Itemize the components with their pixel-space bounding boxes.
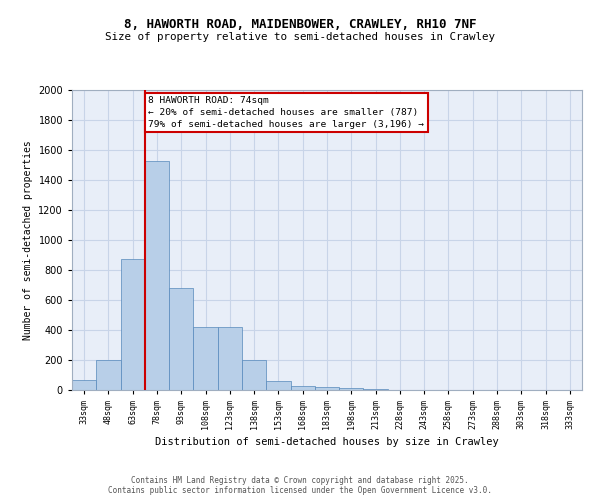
Text: 8 HAWORTH ROAD: 74sqm
← 20% of semi-detached houses are smaller (787)
79% of sem: 8 HAWORTH ROAD: 74sqm ← 20% of semi-deta… [149,96,425,128]
Bar [339,388,364,390]
Text: 8, HAWORTH ROAD, MAIDENBOWER, CRAWLEY, RH10 7NF: 8, HAWORTH ROAD, MAIDENBOWER, CRAWLEY, R… [124,18,476,30]
Bar [290,386,315,390]
Bar [169,288,193,390]
Bar [364,388,388,390]
Bar [96,360,121,390]
Bar [72,380,96,390]
Y-axis label: Number of semi-detached properties: Number of semi-detached properties [23,140,33,340]
Bar [315,387,339,390]
Bar [193,327,218,390]
Text: Contains HM Land Registry data © Crown copyright and database right 2025.
Contai: Contains HM Land Registry data © Crown c… [108,476,492,495]
Bar [218,327,242,390]
Bar [121,259,145,390]
Bar [145,160,169,390]
Bar [266,381,290,390]
Bar [242,360,266,390]
Text: Size of property relative to semi-detached houses in Crawley: Size of property relative to semi-detach… [105,32,495,42]
X-axis label: Distribution of semi-detached houses by size in Crawley: Distribution of semi-detached houses by … [155,438,499,448]
